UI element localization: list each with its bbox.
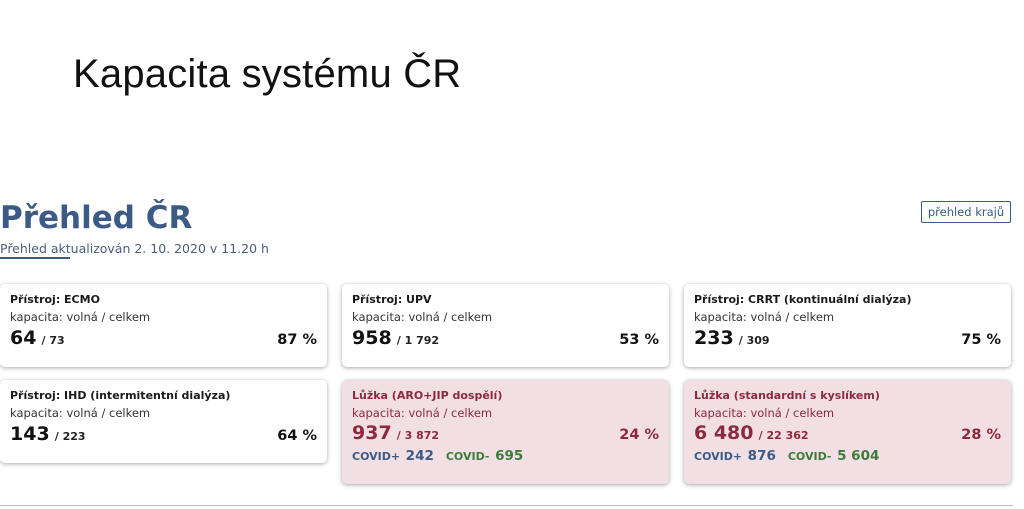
free-count: 233 (694, 327, 734, 349)
covid-negative-label: COVID- (445, 450, 490, 463)
last-updated-text: Přehled aktualizován 2. 10. 2020 v 11.20… (0, 241, 269, 256)
page-title: Přehled ČR (0, 200, 193, 236)
covid-negative: COVID- 695 (446, 445, 523, 464)
free-count: 143 (10, 423, 50, 445)
percent-value: 53 % (619, 332, 659, 348)
percent-value: 87 % (277, 332, 317, 348)
percent-value: 24 % (619, 427, 659, 443)
covid-positive: COVID+ 242 (352, 445, 434, 464)
card-title: Přístroj: CRRT (kontinuální dialýza) (694, 293, 912, 306)
covid-positive-label: COVID+ (694, 450, 743, 463)
regions-overview-button[interactable]: přehled krajů (921, 201, 1011, 223)
card-beds-icu: Lůžka (ARO+JIP dospělí) kapacita: volná … (342, 380, 669, 484)
total-count: / 309 (738, 334, 770, 347)
covid-breakdown: COVID+ 242 COVID- 695 (352, 445, 659, 464)
capacity-value: 958 / 1 792 (352, 327, 439, 349)
capacity-value: 64 / 73 (10, 327, 65, 349)
total-count: / 73 (41, 334, 65, 347)
card-ecmo: Přístroj: ECMO kapacita: volná / celkem … (0, 284, 327, 367)
card-subtitle: kapacita: volná / celkem (10, 406, 151, 420)
total-count: / 22 362 (758, 429, 809, 442)
card-upv: Přístroj: UPV kapacita: volná / celkem 9… (342, 284, 669, 367)
card-ihd: Přístroj: IHD (intermitentní dialýza) ka… (0, 380, 327, 463)
card-subtitle: kapacita: volná / celkem (694, 310, 835, 324)
free-count: 64 (10, 327, 37, 349)
card-title: Přístroj: UPV (352, 293, 432, 306)
covid-negative-value: 695 (495, 448, 524, 464)
card-subtitle: kapacita: volná / celkem (352, 310, 493, 324)
free-count: 937 (352, 422, 392, 444)
capacity-value: 6 480 / 22 362 (694, 422, 809, 444)
covid-positive-value: 876 (747, 448, 776, 464)
covid-positive-value: 242 (405, 448, 434, 464)
free-count: 958 (352, 327, 392, 349)
free-count: 6 480 (694, 422, 754, 444)
covid-negative-label: COVID- (787, 450, 832, 463)
covid-positive: COVID+ 876 (694, 445, 776, 464)
card-title: Lůžka (standardní s kyslíkem) (694, 389, 880, 402)
percent-value: 64 % (277, 428, 317, 444)
capacity-value: 937 / 3 872 (352, 422, 439, 444)
total-count: / 3 872 (396, 429, 440, 442)
card-subtitle: kapacita: volná / celkem (10, 310, 151, 324)
slide-title: Kapacita systému ČR (73, 52, 462, 96)
covid-positive-label: COVID+ (352, 450, 401, 463)
total-count: / 223 (54, 430, 86, 443)
card-subtitle: kapacita: volná / celkem (694, 406, 835, 420)
percent-value: 75 % (961, 332, 1001, 348)
covid-breakdown: COVID+ 876 COVID- 5 604 (694, 445, 1001, 464)
covid-negative: COVID- 5 604 (788, 445, 880, 464)
capacity-value: 233 / 309 (694, 327, 770, 349)
card-title: Přístroj: ECMO (10, 293, 100, 306)
covid-negative-value: 5 604 (837, 448, 880, 464)
card-title: Přístroj: IHD (intermitentní dialýza) (10, 389, 231, 402)
card-title: Lůžka (ARO+JIP dospělí) (352, 389, 503, 402)
percent-value: 28 % (961, 427, 1001, 443)
capacity-value: 143 / 223 (10, 423, 86, 445)
card-subtitle: kapacita: volná / celkem (352, 406, 493, 420)
card-beds-oxygen: Lůžka (standardní s kyslíkem) kapacita: … (684, 380, 1011, 484)
card-crrt: Přístroj: CRRT (kontinuální dialýza) kap… (684, 284, 1011, 367)
updated-underline (0, 257, 70, 259)
bottom-divider (0, 505, 1013, 506)
total-count: / 1 792 (396, 334, 440, 347)
